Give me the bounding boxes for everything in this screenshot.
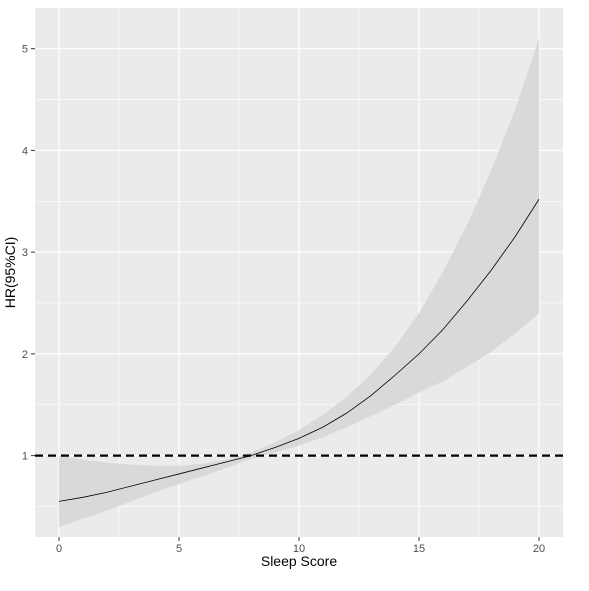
y-axis-ticks: 1 2 3 4 5 [22, 44, 35, 463]
x-tick-label: 15 [413, 543, 425, 555]
y-tick-label: 3 [22, 247, 28, 259]
x-tick-label: 10 [293, 543, 305, 555]
y-tick-label: 2 [22, 349, 28, 361]
x-axis-ticks: 0 5 10 15 20 [56, 537, 545, 555]
x-axis-title: Sleep Score [261, 553, 337, 569]
confidence-interval-ribbon [59, 38, 539, 527]
hazard-ratio-line [58, 199, 540, 502]
y-tick-label: 1 [22, 451, 28, 463]
y-tick-label: 5 [22, 44, 28, 56]
x-tick-label: 5 [176, 543, 182, 555]
x-tick-label: 0 [56, 543, 62, 555]
x-tick-label: 20 [533, 543, 545, 555]
y-axis-title: HR(95%CI) [2, 237, 18, 309]
y-tick-label: 4 [22, 145, 28, 157]
